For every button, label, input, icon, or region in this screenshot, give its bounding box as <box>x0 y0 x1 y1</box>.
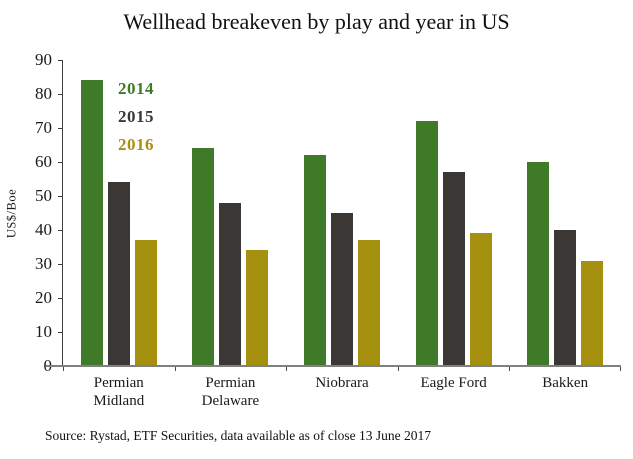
category-label: Permian Delaware <box>201 375 260 409</box>
x-axis-boundary-ticks <box>63 60 621 371</box>
y-tick-mark <box>58 161 63 163</box>
bar-2015-permian-midland <box>107 182 130 366</box>
y-tick-mark <box>58 297 63 299</box>
bar-2014-eagle-ford <box>415 121 438 366</box>
bar-2015-eagle-ford <box>442 172 465 366</box>
bar-2014-niobrara <box>304 155 326 366</box>
y-tick: 20 <box>16 288 63 308</box>
y-tick-mark <box>58 93 63 95</box>
y-tick-mark <box>58 195 63 197</box>
bar-2014-permian-delaware <box>192 148 215 366</box>
y-tick-label: 70 <box>35 118 52 137</box>
bar-2016-permian-midland <box>134 240 157 366</box>
x-boundary-tick <box>63 366 64 371</box>
bar-2015-niobrara <box>331 213 353 366</box>
y-tick-label: 50 <box>35 186 52 205</box>
y-tick-mark <box>58 263 63 265</box>
bar-2016-eagle-ford <box>469 233 492 366</box>
y-tick-label: 10 <box>35 322 52 342</box>
x-boundary-tick <box>397 366 399 371</box>
legend-item-2016: 2016 <box>118 135 154 154</box>
y-tick: 10 <box>16 322 63 342</box>
y-tick-mark <box>58 127 63 129</box>
category-label: Bakken <box>542 375 589 391</box>
bar-2014-permian-midland <box>80 80 103 366</box>
y-tick: 90 <box>16 50 63 70</box>
y-tick-label: 80 <box>35 84 52 104</box>
y-tick: 70 <box>16 118 63 138</box>
x-boundary-tick <box>174 366 176 371</box>
bars-layer <box>63 60 620 366</box>
y-tick: 60 <box>16 152 63 172</box>
y-tick: 30 <box>16 254 63 274</box>
bar-2014-bakken <box>527 162 550 366</box>
x-axis-line <box>46 365 621 367</box>
y-tick-label: 30 <box>35 254 52 273</box>
y-tick-label: 60 <box>35 152 52 171</box>
x-boundary-tick <box>620 366 621 371</box>
x-boundary-tick <box>286 366 288 371</box>
legend-item-2015: 2015 <box>118 107 154 126</box>
plot-area: 0102030405060708090 Permian MidlandPermi… <box>35 50 621 409</box>
y-tick-label: 40 <box>35 220 52 240</box>
legend-item-2014: 2014 <box>118 79 154 98</box>
y-tick-mark <box>58 229 63 231</box>
bar-2015-bakken <box>554 230 577 366</box>
y-axis: 0102030405060708090 <box>35 50 620 375</box>
bar-2016-bakken <box>581 260 604 366</box>
y-tick: 50 <box>16 186 63 206</box>
bar-2015-permian-delaware <box>219 202 242 366</box>
y-tick-mark <box>58 59 63 61</box>
chart-title: Wellhead breakeven by play and year in U… <box>123 9 510 34</box>
bar-2016-niobrara <box>358 240 380 366</box>
category-label: Permian Midland <box>93 375 145 409</box>
bar-2016-permian-delaware <box>246 250 269 366</box>
source-note: Source: Rystad, ETF Securities, data ava… <box>45 428 431 443</box>
category-label: Niobrara <box>315 375 369 391</box>
legend: 2014 2015 2016 <box>118 79 154 163</box>
y-tick-mark <box>58 331 63 333</box>
y-tick-label: 90 <box>35 50 52 69</box>
x-boundary-tick <box>509 366 511 371</box>
y-tick: 80 <box>16 84 63 104</box>
category-label: Eagle Ford <box>420 375 487 391</box>
y-tick: 40 <box>16 220 63 240</box>
y-tick-label: 20 <box>35 288 52 308</box>
